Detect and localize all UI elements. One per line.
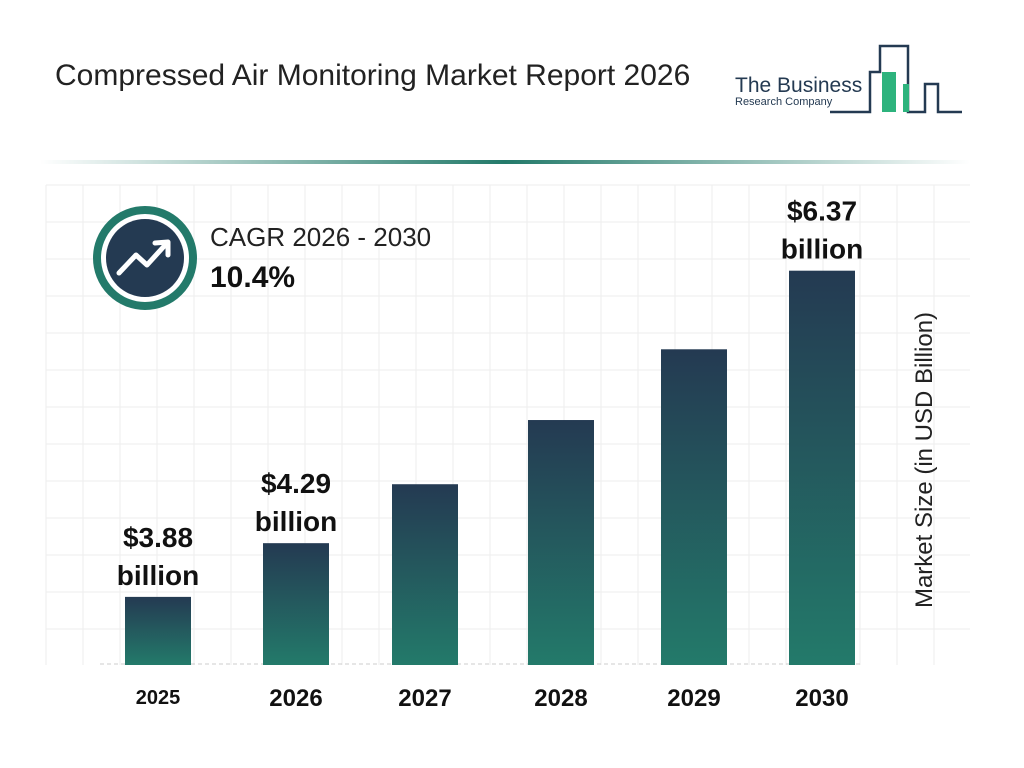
x-tick-label: 2028 bbox=[534, 685, 587, 712]
page-title: Compressed Air Monitoring Market Report … bbox=[55, 59, 691, 92]
bar-2027 bbox=[392, 484, 458, 665]
data-label: $6.37 bbox=[787, 196, 857, 227]
bar-2028 bbox=[528, 420, 594, 665]
cagr-value: 10.4% bbox=[210, 261, 296, 294]
divider bbox=[40, 160, 970, 164]
x-tick-label: 2025 bbox=[136, 687, 181, 709]
bar-2030 bbox=[789, 270, 855, 665]
data-label: billion bbox=[255, 506, 337, 537]
x-tick-label: 2029 bbox=[667, 685, 720, 712]
logo-line1: The Business bbox=[735, 74, 863, 97]
logo-line2: Research Company bbox=[735, 96, 833, 108]
logo-bars-icon bbox=[830, 44, 962, 114]
data-label: billion bbox=[117, 560, 199, 591]
data-label: $3.88 bbox=[123, 522, 193, 553]
x-tick-label: 2026 bbox=[269, 685, 322, 712]
trend-up-icon bbox=[93, 206, 197, 310]
bar-2029 bbox=[661, 349, 727, 665]
data-label: $4.29 bbox=[261, 468, 331, 499]
bar-2025 bbox=[125, 596, 191, 665]
cagr-label: CAGR 2026 - 2030 bbox=[210, 222, 432, 252]
bar-2026 bbox=[263, 543, 329, 665]
data-label: billion bbox=[781, 234, 863, 265]
x-tick-label: 2027 bbox=[398, 685, 451, 712]
x-tick-label: 2030 bbox=[795, 685, 848, 712]
y-axis-label: Market Size (in USD Billion) bbox=[911, 311, 938, 609]
